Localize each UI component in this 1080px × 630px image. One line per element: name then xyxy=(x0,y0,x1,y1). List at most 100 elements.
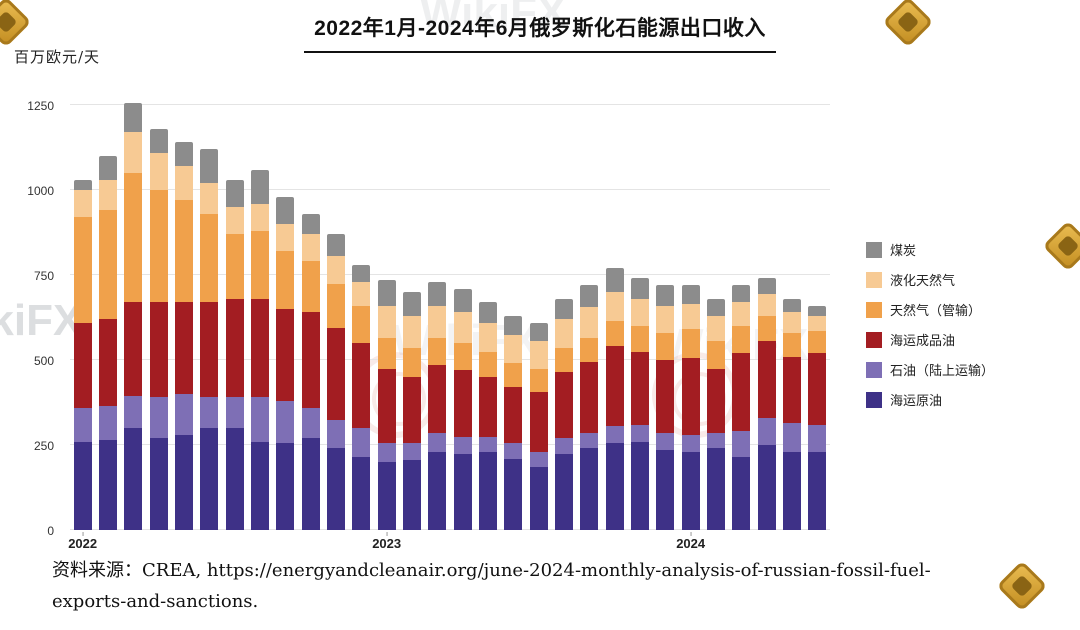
bar-segment xyxy=(276,309,295,401)
bar-segment xyxy=(453,370,472,437)
x-tick-label: 2024 xyxy=(676,532,706,551)
bar-segment xyxy=(757,278,776,294)
bar-segment xyxy=(529,451,548,468)
legend-swatch-seaborne-crude xyxy=(866,391,882,408)
bar-segment xyxy=(757,293,776,316)
bar-segment xyxy=(605,292,624,321)
bar-segment xyxy=(124,395,143,428)
bar-segment xyxy=(73,441,92,530)
legend-label: 液化天然气 xyxy=(890,273,956,288)
bar-segment xyxy=(124,302,143,396)
bar-2024-03 xyxy=(732,88,751,530)
bar-segment xyxy=(580,307,599,338)
bar-segment xyxy=(200,428,219,530)
bar-segment xyxy=(326,448,345,530)
bar-segment xyxy=(706,298,725,316)
bar-segment xyxy=(301,438,320,530)
bar-segment xyxy=(808,331,827,354)
bar-segment xyxy=(352,456,371,530)
bar-segment xyxy=(732,353,751,432)
legend-swatch-coal xyxy=(866,241,882,258)
legend-label: 天然气（管输） xyxy=(890,303,982,318)
bar-2022-05 xyxy=(174,88,193,530)
bar-segment xyxy=(149,397,168,439)
bar-segment xyxy=(504,387,523,444)
bar-2023-06 xyxy=(504,88,523,530)
bar-segment xyxy=(98,405,117,440)
bar-segment xyxy=(706,433,725,449)
bar-segment xyxy=(301,261,320,313)
legend-item-coal: 煤炭 xyxy=(866,240,994,259)
gridline xyxy=(70,104,830,105)
legend-item-seaborne-oil-products: 海运成品油 xyxy=(866,330,994,349)
bar-segment xyxy=(326,256,345,284)
bar-segment xyxy=(301,213,320,235)
legend-label: 海运成品油 xyxy=(890,333,956,348)
bar-segment xyxy=(149,190,168,303)
bar-segment xyxy=(529,392,548,452)
bar-segment xyxy=(174,394,193,435)
bar-2023-07 xyxy=(529,88,548,530)
bar-2023-01 xyxy=(377,88,396,530)
bar-segment xyxy=(554,348,573,372)
bar-2024-01 xyxy=(681,88,700,530)
bar-segment xyxy=(580,337,599,362)
bar-segment xyxy=(200,213,219,303)
bar-segment xyxy=(554,298,573,320)
bar-segment xyxy=(529,368,548,393)
bar-segment xyxy=(377,337,396,369)
bar-segment xyxy=(250,230,269,299)
gridline xyxy=(70,529,830,530)
bar-segment xyxy=(554,453,573,530)
wikifx-logo-watermark xyxy=(1042,220,1080,272)
bar-segment xyxy=(630,424,649,442)
bar-2024-05 xyxy=(782,88,801,530)
bar-segment xyxy=(630,298,649,327)
bar-segment xyxy=(656,332,675,361)
bar-segment xyxy=(478,322,497,352)
bar-segment xyxy=(200,183,219,214)
bar-segment xyxy=(782,298,801,313)
bar-segment xyxy=(529,322,548,342)
bar-segment xyxy=(73,217,92,323)
bar-segment xyxy=(174,142,193,167)
bar-segment xyxy=(98,156,117,180)
legend-item-overland-oil: 石油（陆上运输） xyxy=(866,360,994,379)
bar-segment xyxy=(554,319,573,349)
source-citation: 资料来源：CREA, https://energyandcleanair.org… xyxy=(52,556,1052,617)
bar-segment xyxy=(98,439,117,530)
bar-segment xyxy=(504,363,523,388)
bar-segment xyxy=(428,337,447,366)
x-tick-label: 2022 xyxy=(68,532,98,551)
bar-segment xyxy=(580,448,599,530)
bar-segment xyxy=(681,329,700,359)
bar-segment xyxy=(174,200,193,303)
bar-segment xyxy=(225,428,244,530)
bars-layer xyxy=(70,88,830,530)
bar-segment xyxy=(453,343,472,371)
bar-segment xyxy=(174,434,193,530)
y-tick-label: 750 xyxy=(33,269,54,283)
bar-segment xyxy=(200,149,219,184)
bar-2022-07 xyxy=(225,88,244,530)
bar-segment xyxy=(478,377,497,437)
bar-segment xyxy=(352,305,371,344)
bar-segment xyxy=(808,353,827,425)
bar-segment xyxy=(732,456,751,530)
bar-segment xyxy=(706,448,725,530)
legend-swatch-pipeline-gas xyxy=(866,301,882,318)
bar-segment xyxy=(605,320,624,347)
bar-segment xyxy=(377,462,396,530)
legend-item-seaborne-crude: 海运原油 xyxy=(866,390,994,409)
bar-segment xyxy=(149,438,168,530)
bar-segment xyxy=(250,169,269,204)
bar-segment xyxy=(276,251,295,310)
bar-segment xyxy=(605,346,624,427)
bar-segment xyxy=(630,351,649,425)
bar-segment xyxy=(478,436,497,452)
bar-segment xyxy=(428,451,447,530)
bar-segment xyxy=(630,326,649,352)
bar-2022-09 xyxy=(276,88,295,530)
bar-segment xyxy=(276,224,295,252)
bar-segment xyxy=(326,327,345,420)
